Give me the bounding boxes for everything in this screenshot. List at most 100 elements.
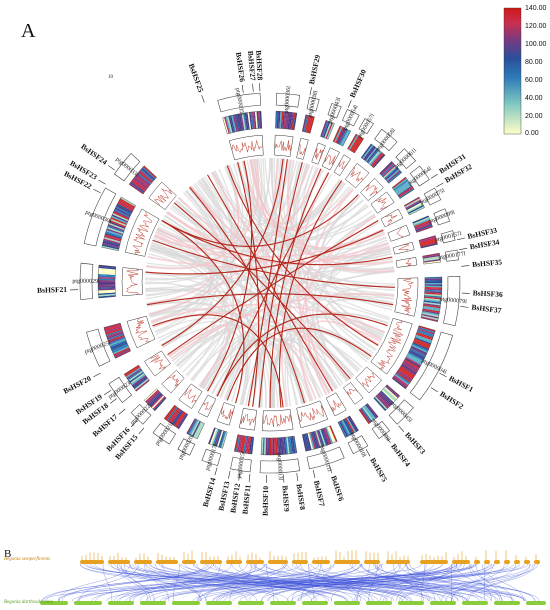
chromosome-box	[388, 399, 414, 425]
heatmap-segment	[304, 433, 311, 451]
heatmap-segment	[279, 111, 282, 129]
heatmap-segment	[124, 365, 140, 376]
heatmap-segment	[393, 179, 409, 191]
heatmap-segment	[371, 153, 384, 167]
gene-label: BsHSF30	[348, 68, 369, 99]
heatmap-segment	[325, 427, 334, 444]
heatmap-segment	[129, 181, 145, 193]
heatmap-segment	[413, 218, 431, 227]
heatmap-segment	[132, 376, 148, 388]
red-link	[226, 165, 379, 346]
density-line	[299, 143, 306, 156]
red-link	[258, 162, 303, 408]
gene-label: BsHSF36	[473, 288, 504, 299]
synteny-link	[267, 563, 435, 602]
heatmap-segment	[415, 224, 433, 232]
gene-tick	[398, 425, 405, 432]
heatmap-segment	[290, 112, 294, 130]
heatmap-segment	[137, 172, 152, 185]
synteny-link	[129, 563, 333, 602]
heatmap-segment	[175, 412, 186, 428]
heatmap-segment	[275, 437, 278, 455]
heatmap-segment	[286, 111, 290, 129]
gene-tick	[98, 179, 106, 185]
density-line	[401, 277, 414, 316]
heatmap-segment	[385, 167, 399, 181]
gray-link	[287, 161, 314, 225]
synteny-link	[310, 563, 527, 602]
chromosome-23	[152, 383, 203, 445]
gene-label: BsHSF37	[471, 302, 502, 315]
chromosome-27	[79, 262, 143, 300]
heatmap-segment	[118, 200, 134, 211]
density-box	[124, 208, 160, 257]
chromosome-0	[217, 92, 264, 161]
gene-tick	[457, 237, 465, 241]
heatmap-segment	[237, 113, 242, 131]
heatmap-segment	[191, 421, 201, 437]
heatmap-segment	[292, 112, 297, 130]
heatmap-segment	[187, 419, 198, 435]
heatmap-segment	[280, 437, 284, 455]
heatmap-segment	[360, 408, 372, 424]
density-line	[135, 317, 150, 343]
density-box	[144, 350, 171, 377]
gene-tick	[110, 398, 117, 404]
heatmap-segment	[368, 150, 381, 165]
heatmap-segment	[104, 234, 122, 241]
synteny-link	[470, 563, 513, 602]
heatmap-segment	[411, 344, 428, 353]
heatmap-segment	[408, 206, 425, 216]
heatmap-segment	[143, 165, 157, 179]
gene-tick	[385, 436, 391, 443]
heatmap-segment	[103, 238, 121, 245]
top-chromosome	[514, 560, 520, 564]
heatmap-segment	[241, 435, 246, 453]
top-chromosome	[494, 560, 500, 564]
synteny-link	[58, 563, 301, 602]
gene-label: BsHSF27	[246, 50, 258, 81]
synteny-link	[84, 563, 488, 602]
heatmap-segment	[130, 374, 146, 386]
heatmap-segment	[109, 219, 126, 228]
heatmap-segment	[240, 435, 245, 453]
chromosome-box	[177, 438, 196, 456]
density-line	[350, 167, 363, 182]
heatmap-segment	[329, 425, 338, 442]
heatmap-segment	[414, 337, 432, 345]
heatmap-outline	[260, 435, 298, 456]
chromosome-box	[201, 448, 222, 467]
heatmap-segment	[353, 137, 364, 154]
heatmap-segment	[323, 428, 331, 445]
heatmap-outline	[403, 196, 425, 216]
heatmap-segment	[424, 287, 442, 290]
pink-link	[212, 171, 380, 346]
gene-tick	[118, 408, 126, 415]
heatmap-outline	[234, 434, 255, 455]
heatmap-segment	[392, 377, 407, 389]
heatmap-segment	[250, 437, 254, 455]
heatmap-segment	[416, 333, 433, 341]
heatmap-segment	[107, 334, 125, 342]
gene-label: BsHSF14	[201, 476, 218, 508]
heatmap-segment	[348, 415, 359, 432]
gene-tick	[430, 387, 438, 393]
heatmap-segment	[403, 360, 419, 371]
pink-link	[287, 159, 395, 273]
bottom-chromosome	[302, 601, 328, 605]
synteny-link	[466, 563, 531, 602]
heatmap-segment	[423, 303, 441, 307]
chromosome-box	[409, 165, 430, 187]
density-box	[296, 137, 309, 160]
chromosome-box	[217, 92, 261, 113]
synteny-link	[379, 563, 427, 602]
gray-link	[157, 320, 267, 408]
heatmap-segment	[104, 324, 122, 331]
heatmap-segment	[324, 121, 332, 139]
heatmap-segment	[247, 112, 252, 130]
heatmap-segment	[378, 392, 392, 406]
heatmap-segment	[312, 431, 319, 449]
pink-link	[153, 158, 259, 250]
heatmap-outline	[101, 196, 137, 252]
bottom-chromosome	[462, 601, 488, 605]
